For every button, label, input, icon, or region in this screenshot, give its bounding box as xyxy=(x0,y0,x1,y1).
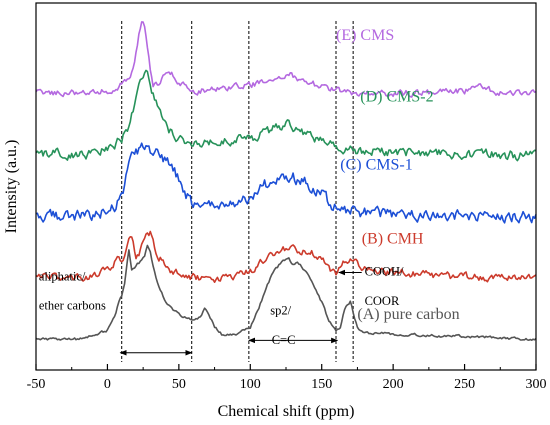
x-tick-label: -50 xyxy=(27,377,46,392)
annotation-text: COOR xyxy=(365,294,400,308)
series-line xyxy=(35,230,537,283)
series-label: (B) CMH xyxy=(362,231,424,248)
x-tick-label: 100 xyxy=(240,377,261,392)
y-axis-title: Intensity (a.u.) xyxy=(3,140,20,234)
x-tick-label: 150 xyxy=(311,377,332,392)
annotation-text: sp2/ xyxy=(270,303,291,317)
x-tick-label: 250 xyxy=(454,377,475,392)
x-tick-label: 200 xyxy=(383,377,404,392)
reference-lines xyxy=(121,21,354,362)
series-labels: (E) CMS (D) CMS-2 (C) CMS-1 (B) CMH (A) pure… xyxy=(336,27,460,323)
x-tick-label: 300 xyxy=(526,377,547,392)
x-tick-label: 50 xyxy=(172,377,186,392)
series-label: (A) pure carbon xyxy=(357,306,459,323)
series-line xyxy=(35,244,537,341)
x-axis: -50 0 50 100 150 200 250 300 xyxy=(27,364,547,392)
series-lines xyxy=(35,21,537,341)
series-label: (D) CMS-2 xyxy=(360,89,433,106)
series-line xyxy=(35,69,537,162)
annotation-arrows xyxy=(119,269,362,356)
series-label: (C) CMS-1 xyxy=(340,157,412,174)
series-label: (E) CMS xyxy=(336,27,394,44)
series-line xyxy=(35,21,537,98)
annotation-text: COOH/ xyxy=(365,265,404,279)
annotation-text: ether carbons xyxy=(39,299,106,313)
x-axis-title: Chemical shift (ppm) xyxy=(218,403,355,420)
annotation-text: aliphatic/ xyxy=(39,270,86,284)
series-line xyxy=(35,142,537,224)
x-tick-label: 0 xyxy=(104,377,111,392)
